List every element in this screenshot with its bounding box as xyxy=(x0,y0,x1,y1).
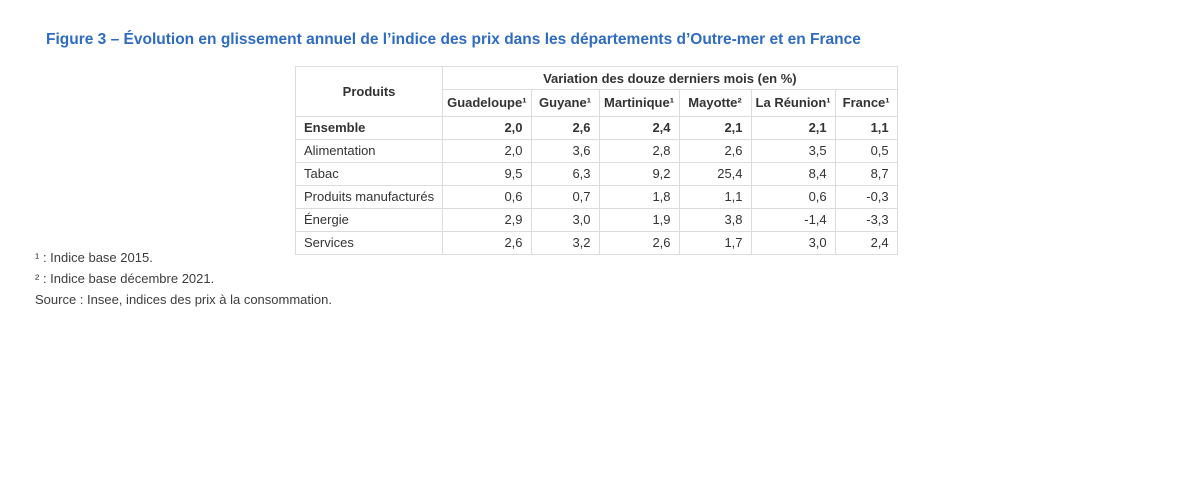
cell-value: 0,6 xyxy=(750,185,836,209)
cell-value: 2,6 xyxy=(530,116,600,140)
cell-value: 0,5 xyxy=(834,139,898,163)
table-row-produits-manufactures: Produits manufacturés 0,6 0,7 1,8 1,1 0,… xyxy=(294,185,898,209)
cell-value: 8,4 xyxy=(750,162,836,186)
cell-value: 2,4 xyxy=(834,231,898,255)
price-index-table: Produits Variation des douze derniers mo… xyxy=(294,66,898,255)
column-header-mayotte: Mayotte² xyxy=(678,89,752,117)
table-row-alimentation: Alimentation 2,0 3,6 2,8 2,6 3,5 0,5 xyxy=(294,139,898,163)
table-header: Produits Variation des douze derniers mo… xyxy=(294,66,898,117)
cell-value: -0,3 xyxy=(834,185,898,209)
cell-value: 0,7 xyxy=(530,185,600,209)
column-header-france: France¹ xyxy=(834,89,898,117)
figure-title: Figure 3 – Évolution en glissement annue… xyxy=(46,31,861,48)
cell-value: 2,4 xyxy=(598,116,680,140)
cell-value: 3,2 xyxy=(530,231,600,255)
row-label: Services xyxy=(294,231,444,255)
cell-value: 1,1 xyxy=(678,185,752,209)
cell-value: 9,2 xyxy=(598,162,680,186)
cell-value: 2,1 xyxy=(678,116,752,140)
row-label: Ensemble xyxy=(294,116,444,140)
footnote-base-2015: ¹ : Indice base 2015. xyxy=(35,250,153,265)
column-header-guadeloupe: Guadeloupe¹ xyxy=(442,89,532,117)
cell-value: 25,4 xyxy=(678,162,752,186)
column-header-la-reunion: La Réunion¹ xyxy=(750,89,836,117)
cell-value: 1,9 xyxy=(598,208,680,232)
cell-value: 2,6 xyxy=(678,139,752,163)
column-group-header: Variation des douze derniers mois (en %) xyxy=(442,66,898,90)
cell-value: 2,9 xyxy=(442,208,532,232)
column-header-guyane: Guyane¹ xyxy=(530,89,600,117)
cell-value: 6,3 xyxy=(530,162,600,186)
table-header-row-group: Produits Variation des douze derniers mo… xyxy=(294,66,898,117)
cell-value: 9,5 xyxy=(442,162,532,186)
cell-value: 3,8 xyxy=(678,208,752,232)
cell-value: -1,4 xyxy=(750,208,836,232)
cell-value: 3,0 xyxy=(750,231,836,255)
cell-value: 3,0 xyxy=(530,208,600,232)
cell-value: 2,8 xyxy=(598,139,680,163)
table-row-energie: Énergie 2,9 3,0 1,9 3,8 -1,4 -3,3 xyxy=(294,208,898,232)
cell-value: 2,1 xyxy=(750,116,836,140)
row-label: Produits manufacturés xyxy=(294,185,444,209)
table-row-ensemble: Ensemble 2,0 2,6 2,4 2,1 2,1 1,1 xyxy=(294,116,898,140)
cell-value: 3,5 xyxy=(750,139,836,163)
cell-value: 2,6 xyxy=(598,231,680,255)
table-body: Ensemble 2,0 2,6 2,4 2,1 2,1 1,1 Aliment… xyxy=(294,116,898,255)
cell-value: 1,7 xyxy=(678,231,752,255)
cell-value: 1,8 xyxy=(598,185,680,209)
cell-value: 3,6 xyxy=(530,139,600,163)
cell-value: -3,3 xyxy=(834,208,898,232)
cell-value: 1,1 xyxy=(834,116,898,140)
cell-value: 0,6 xyxy=(442,185,532,209)
footnote-base-decembre-2021: ² : Indice base décembre 2021. xyxy=(35,271,215,286)
cell-value: 2,0 xyxy=(442,116,532,140)
table-row-services: Services 2,6 3,2 2,6 1,7 3,0 2,4 xyxy=(294,231,898,255)
row-label: Alimentation xyxy=(294,139,444,163)
column-header-produits: Produits xyxy=(294,66,444,117)
cell-value: 2,6 xyxy=(442,231,532,255)
column-header-martinique: Martinique¹ xyxy=(598,89,680,117)
cell-value: 8,7 xyxy=(834,162,898,186)
table-row-tabac: Tabac 9,5 6,3 9,2 25,4 8,4 8,7 xyxy=(294,162,898,186)
source-line: Source : Insee, indices des prix à la co… xyxy=(35,292,332,307)
cell-value: 2,0 xyxy=(442,139,532,163)
table-header-row-columns: Guadeloupe¹ Guyane¹ Martinique¹ Mayotte²… xyxy=(296,89,898,117)
row-label: Énergie xyxy=(294,208,444,232)
row-label: Tabac xyxy=(294,162,444,186)
footnotes: ¹ : Indice base 2015. ² : Indice base dé… xyxy=(35,247,332,310)
